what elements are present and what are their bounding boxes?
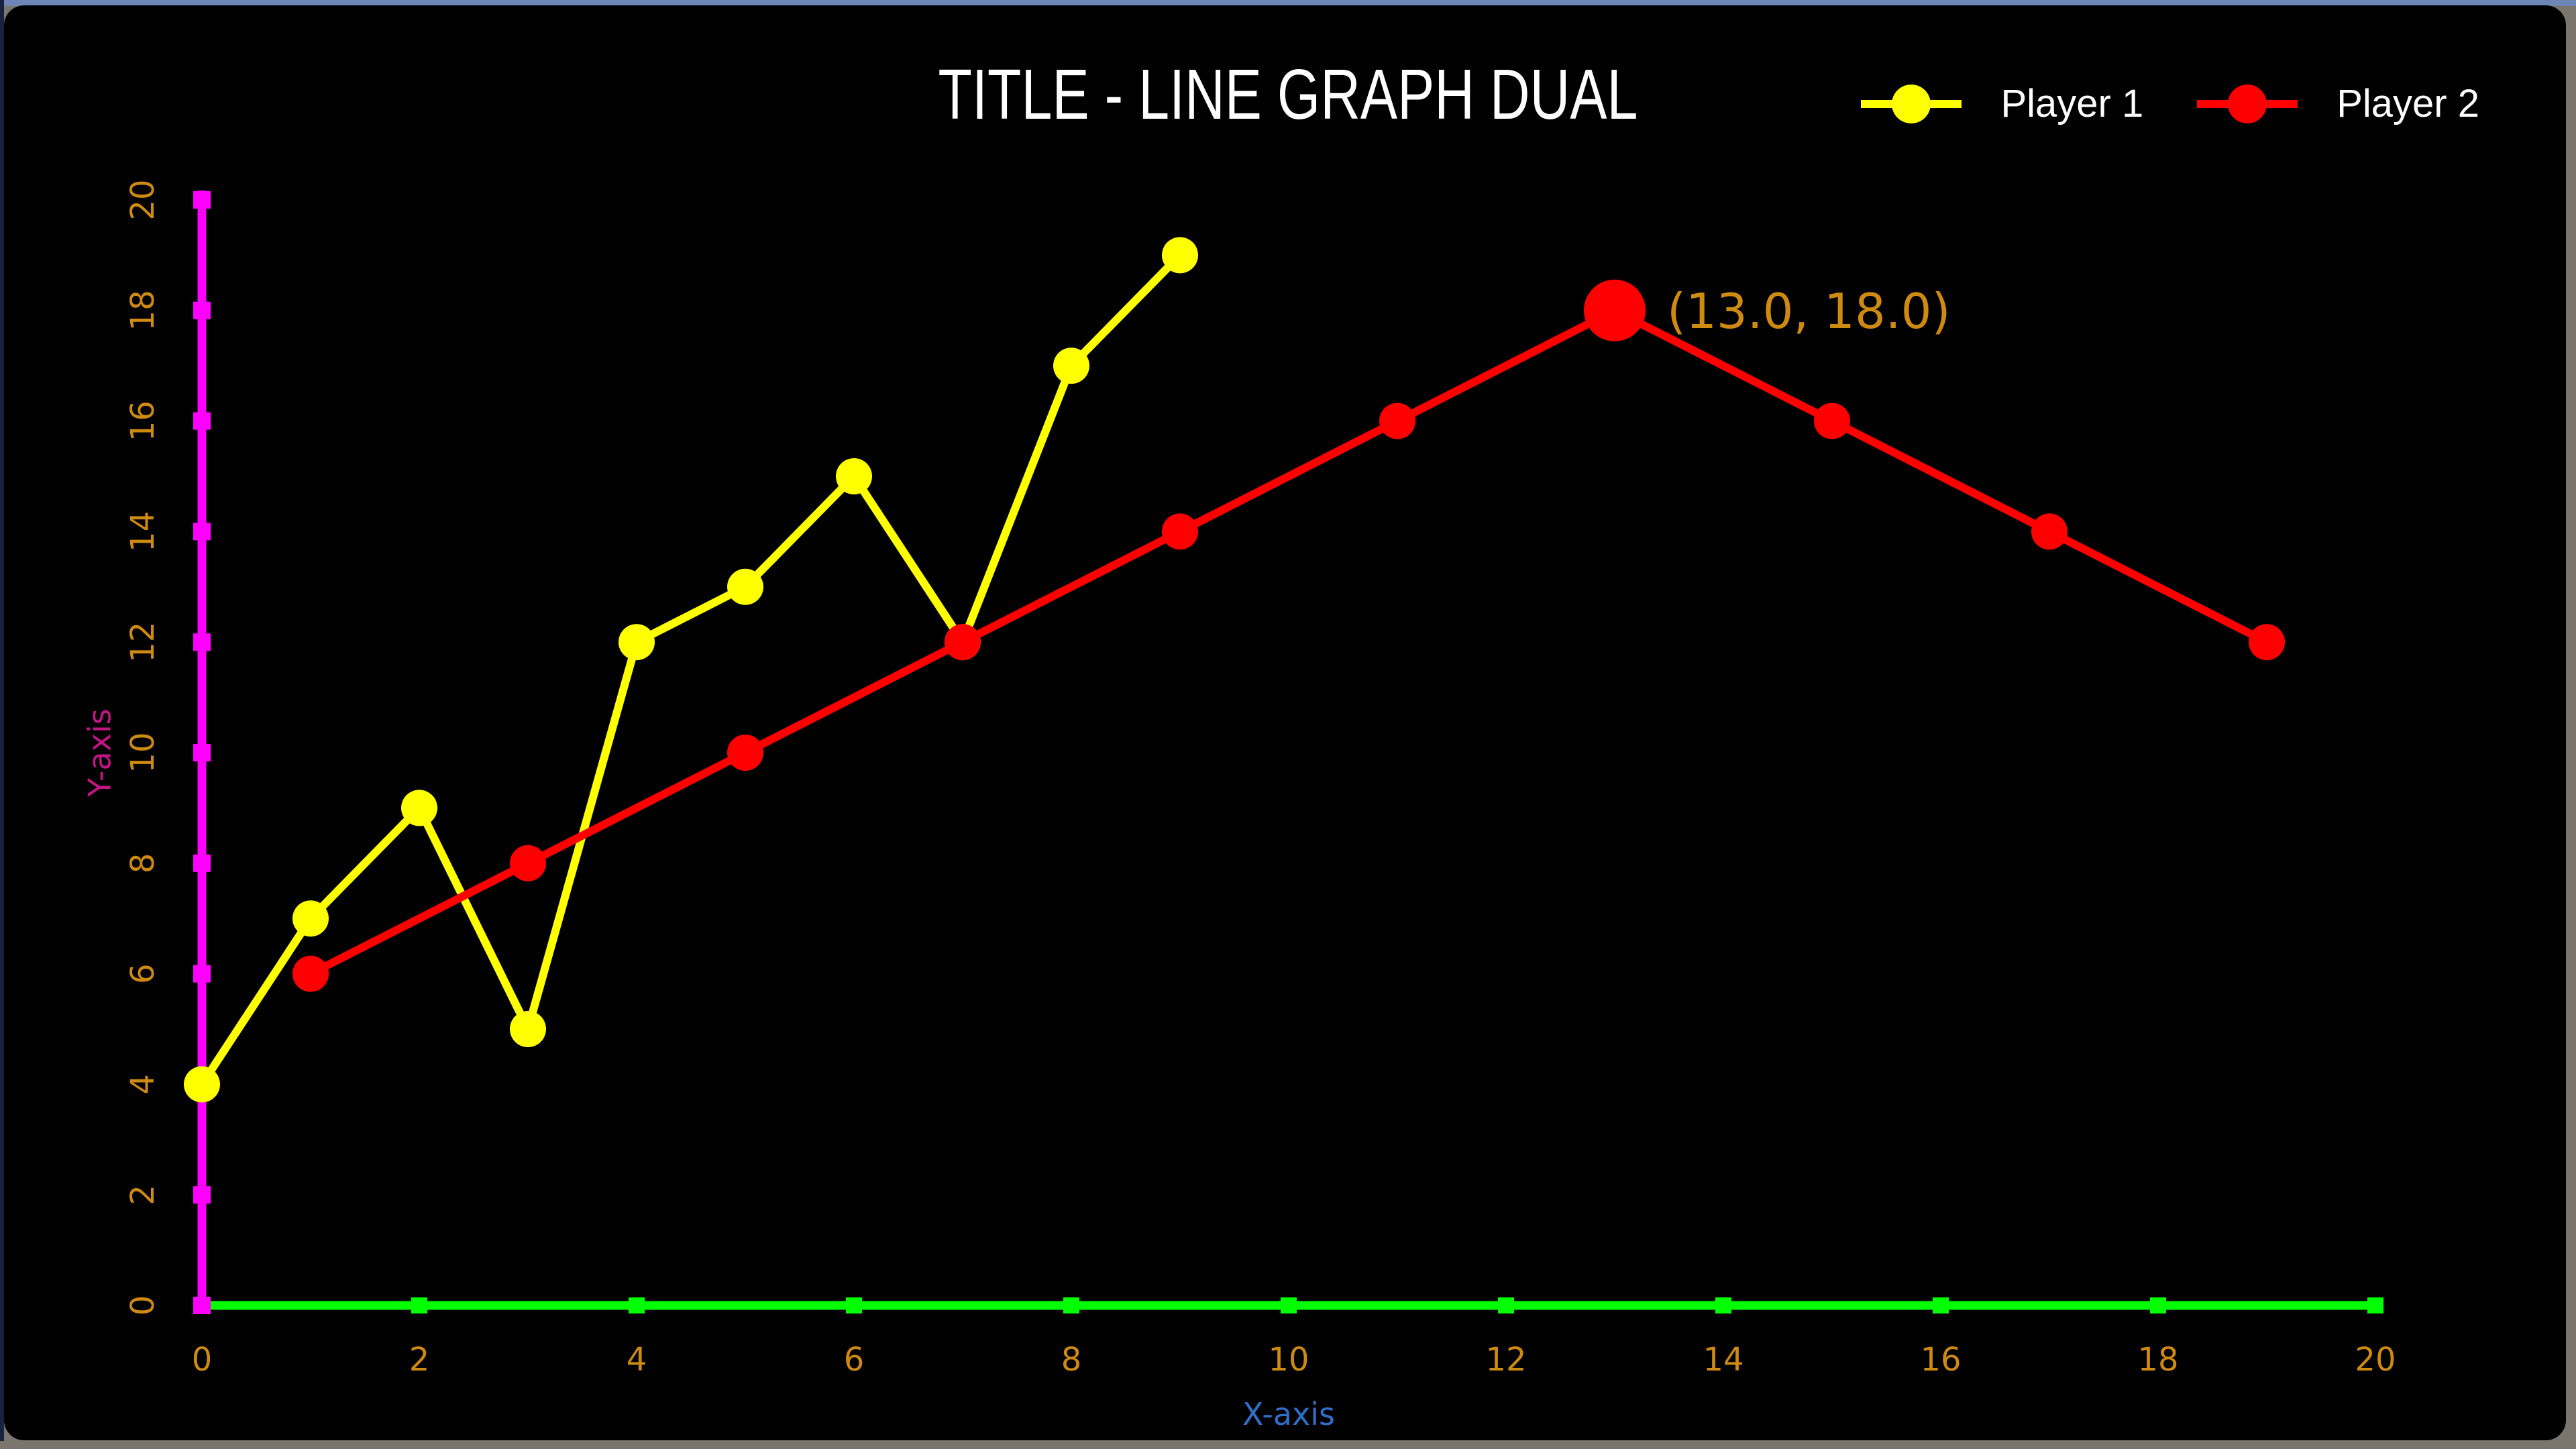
chart-title: TITLE - LINE GRAPH DUAL bbox=[938, 55, 1638, 134]
legend-label-player-1: Player 1 bbox=[2000, 82, 2144, 125]
x-axis-tick bbox=[411, 1297, 427, 1313]
data-point-player-2 bbox=[945, 624, 981, 661]
y-axis-tick bbox=[193, 965, 211, 983]
data-point-player-2 bbox=[727, 735, 763, 771]
x-tick-label: 16 bbox=[1920, 1341, 1961, 1379]
y-tick-label: 18 bbox=[124, 290, 162, 331]
x-axis-tick bbox=[1933, 1297, 1949, 1313]
y-axis-title: Y-axis bbox=[82, 708, 118, 797]
y-axis-tick bbox=[193, 523, 211, 541]
y-tick-label: 4 bbox=[124, 1074, 162, 1095]
y-tick-label: 16 bbox=[124, 400, 162, 441]
data-point-player-2 bbox=[2249, 624, 2285, 661]
legend-marker-icon bbox=[2228, 85, 2267, 123]
y-axis-tick bbox=[193, 412, 211, 430]
y-tick-label: 12 bbox=[124, 622, 162, 663]
window-left-border bbox=[0, 0, 4, 1441]
series-line-player-1 bbox=[198, 251, 1184, 1089]
y-axis-tick bbox=[193, 191, 211, 209]
y-axis-tick bbox=[193, 1297, 211, 1314]
x-axis-title: X-axis bbox=[1242, 1396, 1335, 1432]
data-point-player-1 bbox=[401, 790, 437, 826]
x-axis-tick bbox=[1063, 1297, 1079, 1313]
x-axis-tick bbox=[846, 1297, 862, 1313]
x-tick-label: 8 bbox=[1061, 1341, 1082, 1379]
data-point-player-1 bbox=[510, 1011, 546, 1047]
data-point-player-1 bbox=[292, 900, 329, 937]
x-tick-label: 12 bbox=[1485, 1341, 1526, 1379]
y-tick-label: 8 bbox=[124, 853, 162, 874]
y-tick-label: 6 bbox=[124, 963, 162, 984]
legend-label-player-2: Player 2 bbox=[2337, 82, 2479, 125]
x-tick-label: 0 bbox=[192, 1341, 213, 1379]
y-axis-tick bbox=[193, 301, 211, 319]
x-axis-tick bbox=[629, 1297, 645, 1313]
legend-swatch-player-1 bbox=[1861, 83, 1962, 125]
y-tick-label: 20 bbox=[124, 179, 162, 220]
x-tick-label: 18 bbox=[2137, 1341, 2178, 1379]
data-point-player-2 bbox=[292, 955, 329, 992]
highlighted-data-point bbox=[1584, 279, 1646, 341]
y-tick-label: 14 bbox=[124, 511, 162, 552]
x-tick-label: 14 bbox=[1703, 1341, 1743, 1379]
x-tick-label: 20 bbox=[2355, 1341, 2396, 1379]
x-tick-label: 2 bbox=[409, 1341, 430, 1379]
y-axis-tick bbox=[193, 633, 211, 651]
series-line-player-2 bbox=[307, 306, 2271, 978]
y-tick-label: 10 bbox=[124, 732, 162, 773]
y-tick-label: 0 bbox=[124, 1295, 162, 1316]
data-point-player-1 bbox=[184, 1066, 220, 1103]
y-axis-tick bbox=[193, 1186, 211, 1204]
annotation-label: (13.0, 18.0) bbox=[1667, 283, 1951, 339]
legend-entry-player-2: Player 2 bbox=[2197, 83, 2479, 125]
data-point-player-2 bbox=[510, 845, 546, 881]
data-point-player-1 bbox=[619, 624, 655, 661]
legend: Player 1 Player 2 bbox=[1861, 83, 2479, 125]
data-point-player-2 bbox=[1162, 513, 1198, 550]
x-axis-tick bbox=[2367, 1297, 2383, 1313]
chart-panel bbox=[4, 5, 2566, 1440]
data-point-player-1 bbox=[1053, 347, 1089, 384]
window-top-border bbox=[0, 0, 2576, 6]
x-axis-tick bbox=[1281, 1297, 1297, 1313]
data-point-player-2 bbox=[1379, 402, 1415, 439]
legend-marker-icon bbox=[1892, 85, 1931, 123]
x-axis-tick bbox=[1715, 1297, 1731, 1313]
legend-swatch-player-2 bbox=[2197, 83, 2298, 125]
data-point-player-2 bbox=[2031, 513, 2068, 550]
data-point-player-1 bbox=[727, 568, 763, 605]
y-axis-tick bbox=[193, 744, 211, 761]
x-axis-tick bbox=[1498, 1297, 1514, 1313]
y-axis-tick bbox=[193, 854, 211, 872]
data-point-player-2 bbox=[1814, 402, 1850, 439]
x-tick-label: 6 bbox=[844, 1341, 865, 1379]
legend-entry-player-1: Player 1 bbox=[1861, 83, 2143, 125]
x-axis-tick bbox=[2150, 1297, 2166, 1313]
data-point-player-1 bbox=[836, 458, 872, 494]
data-point-player-1 bbox=[1162, 237, 1198, 274]
y-tick-label: 2 bbox=[124, 1185, 162, 1205]
x-tick-label: 10 bbox=[1268, 1341, 1309, 1379]
x-tick-label: 4 bbox=[627, 1341, 647, 1379]
